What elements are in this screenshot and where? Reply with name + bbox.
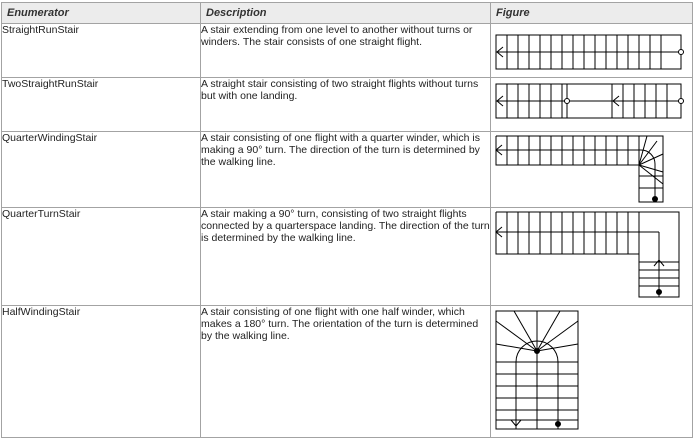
table-row: StraightRunStair A stair extending from … [1, 23, 693, 78]
figure-cell [490, 305, 693, 438]
enumerator-cell: StraightRunStair [1, 23, 201, 78]
arrow-head [510, 419, 522, 427]
description-cell: A stair consisting of one flight with a … [200, 131, 491, 208]
tread-lines [506, 212, 640, 254]
description-cell: A stair extending from one level to anot… [200, 23, 491, 78]
header-row: Enumerator Description Figure [1, 2, 693, 24]
figure-cell [490, 131, 693, 208]
enumerator-cell: HalfWindingStair [1, 305, 201, 438]
header-description: Description [200, 2, 491, 24]
half-winding-stair-figure [495, 310, 579, 430]
figure-cell [490, 207, 693, 306]
arrow-head [495, 144, 503, 156]
enumerator-cell: QuarterWindingStair [1, 131, 201, 208]
start-dot [678, 98, 684, 104]
winder-lines [638, 135, 664, 189]
start-dot [652, 196, 658, 202]
quarter-winding-stair-figure [495, 135, 664, 203]
header-figure: Figure [490, 2, 693, 24]
enumerator-cell: TwoStraightRunStair [1, 77, 201, 132]
description-cell: A straight stair consisting of two strai… [200, 77, 491, 132]
table-row: TwoStraightRunStair A straight stair con… [1, 77, 693, 132]
start-dot [678, 49, 684, 55]
winder-lines [495, 310, 579, 363]
start-dot [555, 421, 561, 427]
tread-lines [496, 351, 578, 429]
figure-cell [490, 77, 693, 132]
straight-run-stair-figure [495, 34, 684, 70]
arrow-head [496, 95, 504, 107]
tread-lines [506, 84, 668, 118]
arrow-head [495, 226, 503, 238]
two-straight-run-stair-figure [495, 83, 684, 119]
figure-cell [490, 23, 693, 78]
start-dot [656, 289, 662, 295]
description-cell: A stair consisting of one flight with on… [200, 305, 491, 438]
enumerator-cell: QuarterTurnStair [1, 207, 201, 306]
arrow-head [496, 46, 504, 58]
walking-line [515, 340, 559, 429]
table-row: QuarterWindingStair A stair consisting o… [1, 131, 693, 208]
description-cell: A stair making a 90° turn, consisting of… [200, 207, 491, 306]
header-enumerator: Enumerator [1, 2, 201, 24]
table-row: QuarterTurnStair A stair making a 90° tu… [1, 207, 693, 306]
arrow-head [612, 95, 620, 107]
quarter-turn-stair-figure [495, 211, 680, 298]
table-row: HalfWindingStair A stair consisting of o… [1, 305, 693, 438]
